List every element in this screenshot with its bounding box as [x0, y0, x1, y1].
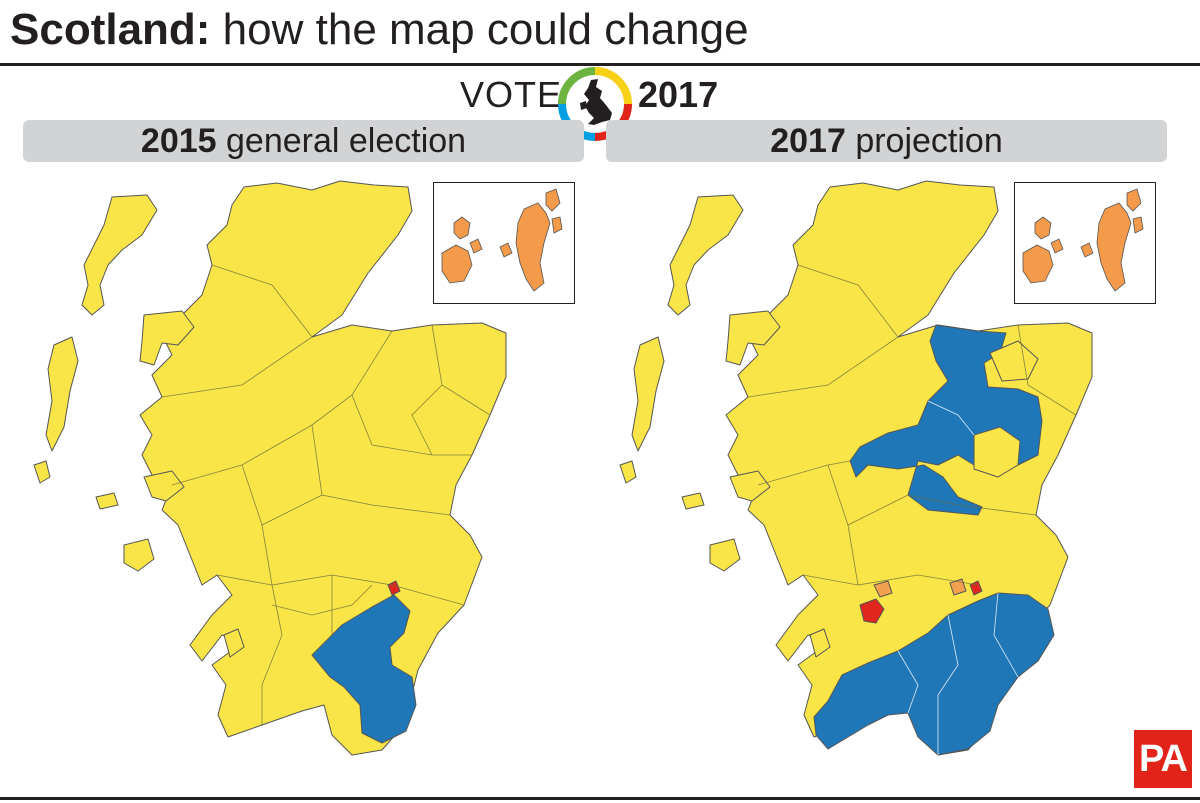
- blue-internal-boundaries-2017: [897, 400, 1019, 755]
- northern-isles-2017: [1022, 188, 1144, 292]
- renfrew-orange-2017: [873, 580, 893, 598]
- barra-2015: [33, 460, 51, 484]
- angus-yellow-2017: [973, 426, 1021, 478]
- constituency-boundaries-2015: [161, 264, 491, 725]
- map-2017: [619, 180, 1093, 756]
- uists-2017: [631, 336, 665, 452]
- headline-rest: how the map could change: [210, 5, 749, 54]
- islay-2017: [709, 538, 741, 572]
- tiree-2015: [95, 492, 119, 510]
- panel-title-2017: 2017 projection: [606, 120, 1167, 162]
- bottom-rule: [0, 797, 1200, 800]
- tiree-2017: [681, 492, 705, 510]
- islay-2015: [123, 538, 155, 572]
- hebrides-north-2017: [667, 194, 744, 316]
- inset-northern-isles-2017: [1014, 182, 1156, 304]
- scotland-mainland-2015: [139, 180, 507, 756]
- vote-2017-logo: VOTE 2017: [460, 67, 760, 141]
- logo-year-text: 2017: [638, 74, 719, 115]
- panel-title-2015: 2015 general election: [23, 120, 584, 162]
- barra-2017: [619, 460, 637, 484]
- hebrides-north-2015: [81, 194, 158, 316]
- map-2015: [33, 180, 507, 756]
- top-rule: [0, 63, 1200, 66]
- edinburgh-orange-2017: [949, 578, 967, 596]
- northern-isles-2015: [441, 188, 563, 292]
- headline: Scotland: how the map could change: [10, 4, 749, 56]
- arran-2017: [809, 628, 831, 658]
- borders-dumfries-blue-2015: [311, 594, 417, 744]
- panel-title-2017-rest: projection: [845, 122, 1003, 160]
- mull-2017: [729, 470, 771, 502]
- inset-northern-isles-2015: [433, 182, 575, 304]
- glasgow-red-2017: [859, 598, 885, 624]
- skye-2017: [725, 310, 781, 366]
- panel-title-2017-bold: 2017: [770, 122, 846, 160]
- mull-2015: [143, 470, 185, 502]
- constituency-boundaries-2017: [747, 264, 1077, 586]
- headline-bold: Scotland:: [10, 5, 211, 54]
- uists-2015: [45, 336, 79, 452]
- pa-logo: PA: [1134, 730, 1192, 788]
- panel-title-2015-bold: 2015: [140, 122, 217, 160]
- arran-2015: [223, 628, 245, 658]
- gordon-moray-blue-2017: [849, 324, 1043, 516]
- logo-vote-text: VOTE: [460, 74, 563, 115]
- skye-2015: [139, 310, 195, 366]
- panel-title-2015-rest: general election: [216, 122, 467, 160]
